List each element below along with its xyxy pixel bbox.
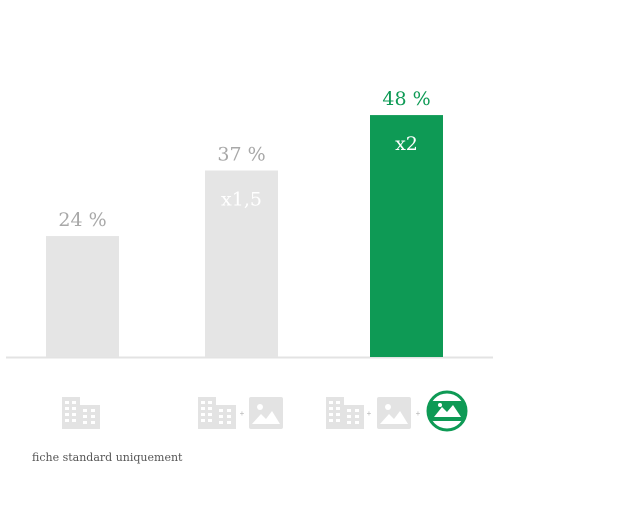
plus-sign: + [416,409,421,418]
building-icon [198,397,236,429]
icon-group-3: + + [326,390,468,432]
photo-icon [377,397,411,429]
icon-group-2: + [198,397,283,429]
value-label-3: 48 % [382,88,430,110]
value-label-1: 24 % [58,209,106,231]
building-icon [326,397,364,429]
bar-2 [205,170,278,357]
bar-1 [46,236,119,357]
icon-group-1 [62,397,100,429]
value-label-2: 37 % [217,144,265,166]
multiplier-label-3: x2 [395,133,418,155]
plus-sign: + [240,409,245,418]
caption-standard-listing: fiche standard uniquement [32,451,183,464]
plus-sign: + [367,409,372,418]
photo-icon [249,397,283,429]
building-icon [62,397,100,429]
bar-3 [370,115,443,357]
virtual-tour-icon [426,390,468,432]
multiplier-label-2: x1,5 [221,189,262,211]
